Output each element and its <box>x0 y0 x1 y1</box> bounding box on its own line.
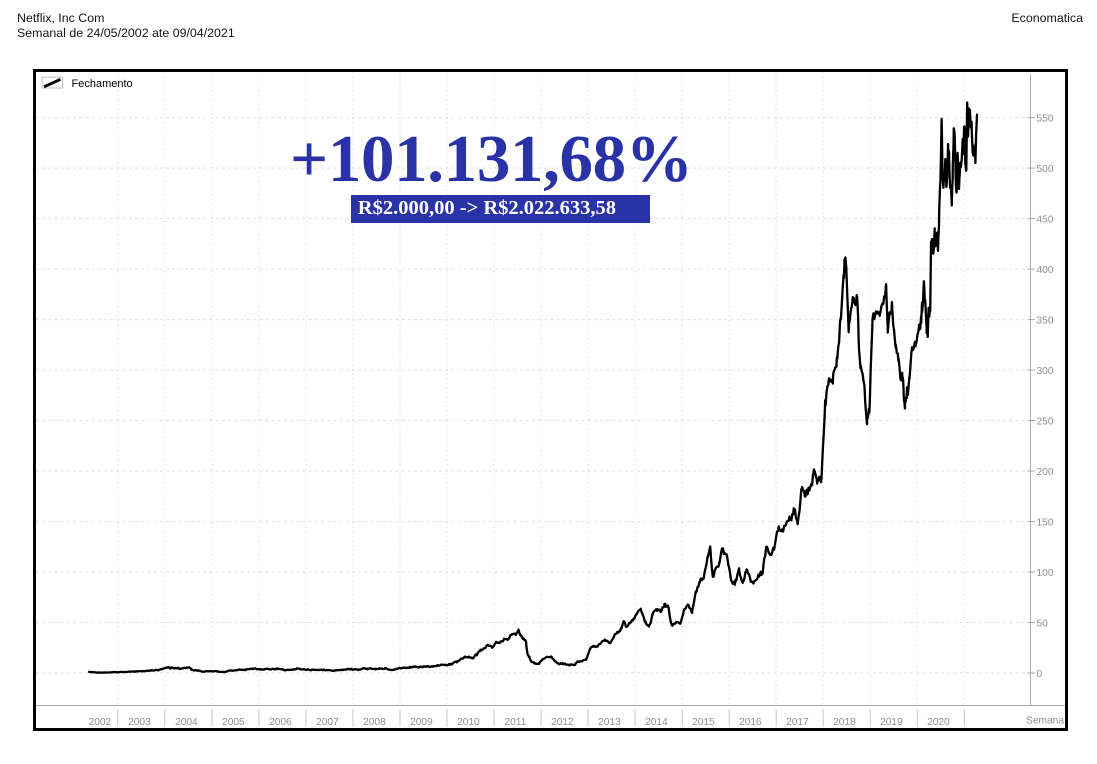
svg-text:150: 150 <box>1037 518 1054 529</box>
svg-text:2014: 2014 <box>645 717 668 728</box>
svg-text:450: 450 <box>1037 215 1054 226</box>
svg-text:200: 200 <box>1037 467 1054 478</box>
svg-text:2010: 2010 <box>457 717 480 728</box>
svg-text:350: 350 <box>1037 316 1054 327</box>
svg-text:2006: 2006 <box>269 717 292 728</box>
svg-text:2004: 2004 <box>175 717 198 728</box>
svg-text:Semana: Semana <box>1026 716 1064 727</box>
svg-text:50: 50 <box>1037 619 1049 630</box>
svg-text:2002: 2002 <box>89 717 112 728</box>
svg-text:2020: 2020 <box>927 717 950 728</box>
svg-text:2015: 2015 <box>692 717 715 728</box>
svg-text:2008: 2008 <box>363 717 386 728</box>
svg-text:2003: 2003 <box>128 717 151 728</box>
svg-text:2011: 2011 <box>504 717 526 728</box>
svg-text:100: 100 <box>1037 568 1054 579</box>
svg-text:2016: 2016 <box>739 717 762 728</box>
svg-text:0: 0 <box>1037 669 1043 680</box>
svg-text:550: 550 <box>1037 114 1054 125</box>
svg-text:2018: 2018 <box>833 717 856 728</box>
svg-text:Fechamento: Fechamento <box>72 78 133 90</box>
svg-text:2013: 2013 <box>598 717 621 728</box>
svg-text:2007: 2007 <box>316 717 339 728</box>
svg-text:400: 400 <box>1037 265 1054 276</box>
svg-text:300: 300 <box>1037 366 1054 377</box>
svg-text:2012: 2012 <box>551 717 574 728</box>
svg-text:2017: 2017 <box>786 717 809 728</box>
svg-text:250: 250 <box>1037 417 1054 428</box>
svg-text:2009: 2009 <box>410 717 433 728</box>
svg-text:500: 500 <box>1037 164 1054 175</box>
svg-text:2019: 2019 <box>880 717 903 728</box>
svg-text:2005: 2005 <box>222 717 245 728</box>
